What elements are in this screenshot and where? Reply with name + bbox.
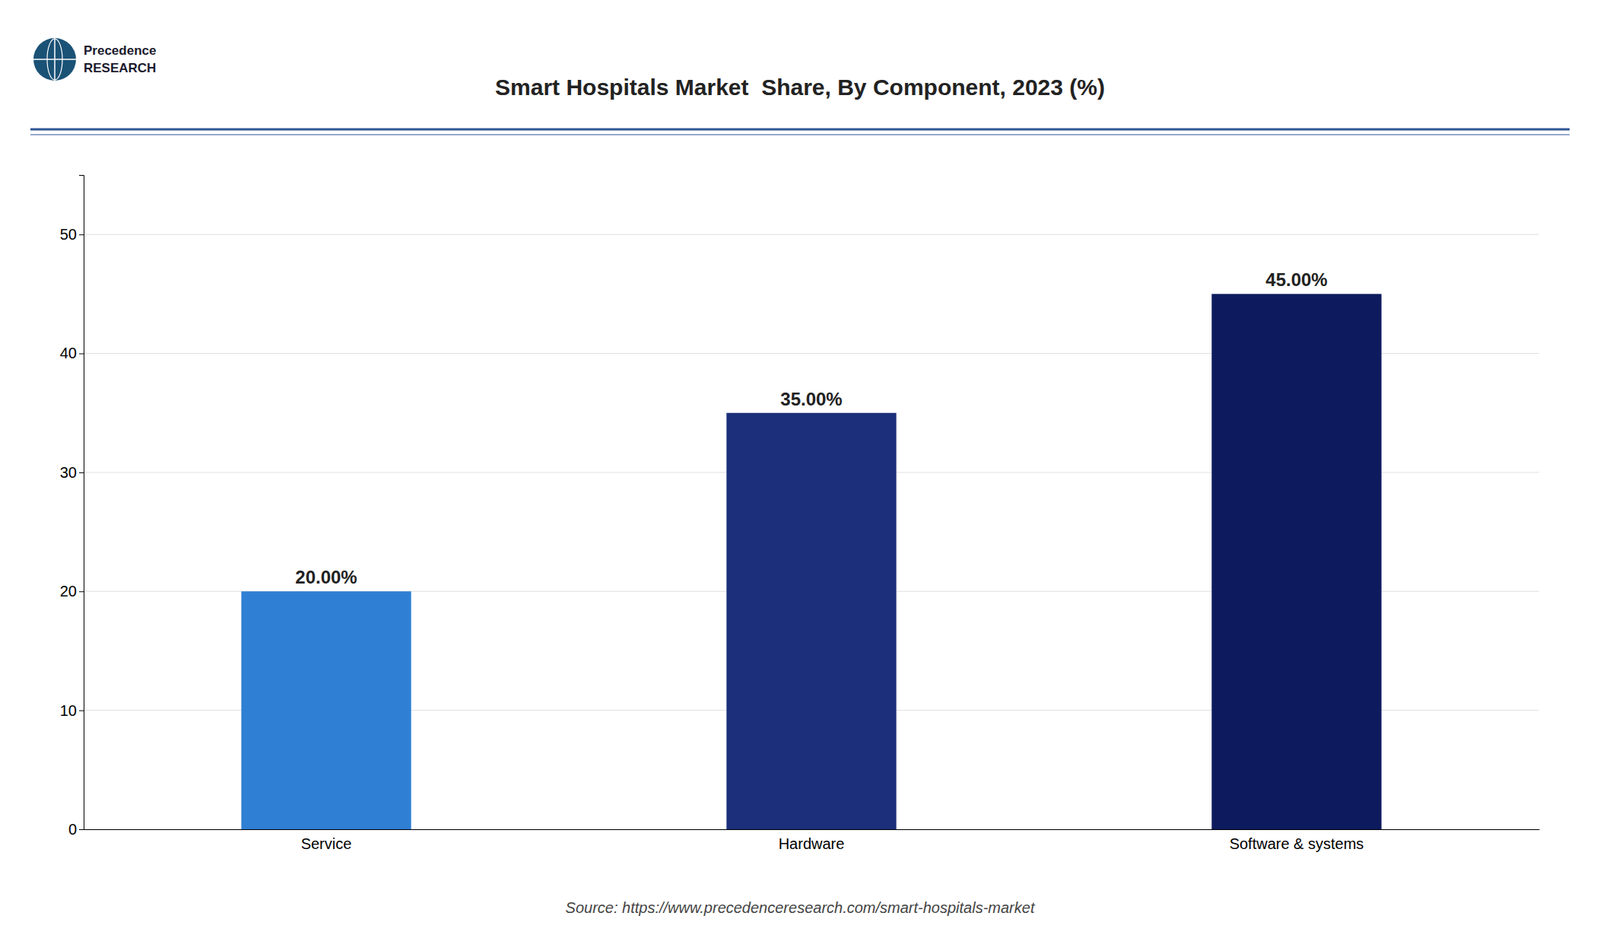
- y-tick-mark: [79, 234, 84, 235]
- header-line: [30, 128, 1570, 131]
- bar: [1211, 293, 1381, 829]
- y-tick-mark: [79, 828, 84, 830]
- logo-icon: [33, 38, 77, 81]
- y-tick: 0: [68, 820, 84, 838]
- source-text: Source: https://www.precedenceresearch.c…: [565, 898, 1036, 916]
- x-tick-label: Service: [301, 834, 353, 852]
- y-axis-line: [79, 175, 85, 830]
- data-label: 20.00%: [295, 566, 357, 588]
- x-axis: Service Hardware Software & systems: [84, 829, 1540, 853]
- y-tick-mark: [79, 353, 84, 355]
- y-tick-label: 30: [60, 463, 77, 481]
- y-tick: 40: [60, 344, 84, 362]
- data-label: 35.00%: [780, 388, 842, 410]
- y-tick: 20: [60, 582, 84, 600]
- y-tick-label: 40: [60, 344, 77, 362]
- bar: [726, 412, 896, 829]
- plot: 0 10 20 30 40 50 Service Hardware Software & sys…: [60, 175, 1540, 853]
- grid: [83, 234, 1540, 829]
- header-line: [30, 134, 1570, 136]
- y-tick-mark: [79, 590, 84, 592]
- y-axis: 0 10 20 30 40 50: [60, 175, 85, 838]
- y-tick-mark: [79, 710, 84, 712]
- y-tick-label: 50: [60, 225, 77, 243]
- logo-text: Precedence: [83, 43, 156, 58]
- bar: [241, 590, 411, 829]
- logo-ellipse: [47, 38, 63, 80]
- y-tick: 10: [60, 701, 84, 719]
- y-tick-label: 20: [60, 582, 77, 600]
- logo-line: [53, 38, 56, 81]
- y-tick: 50: [60, 225, 84, 243]
- logo-text: RESEARCH: [83, 60, 156, 76]
- x-tick: Service: [301, 834, 353, 852]
- data-labels: 20.00% 35.00% 45.00%: [295, 269, 1327, 588]
- title: Smart Hospitals Market Share, By Compone…: [495, 74, 1105, 100]
- x-tick: Software & systems: [1229, 834, 1365, 852]
- y-tick: 30: [60, 463, 84, 481]
- y-tick-mark: [79, 472, 84, 474]
- x-tick: Hardware: [778, 834, 845, 852]
- y-tick-label: 10: [60, 701, 77, 719]
- chart-svg: Smart Hospitals Market Share, By Compone…: [0, 0, 1600, 951]
- grid-line: [83, 234, 1540, 235]
- x-axis-line: [84, 828, 1540, 830]
- bars: [241, 293, 1381, 829]
- logo-circle: [33, 38, 77, 81]
- y-tick-label: 0: [68, 820, 77, 838]
- x-tick-label: Hardware: [778, 834, 845, 852]
- data-label: 45.00%: [1265, 269, 1327, 290]
- x-tick-label: Software & systems: [1229, 834, 1365, 852]
